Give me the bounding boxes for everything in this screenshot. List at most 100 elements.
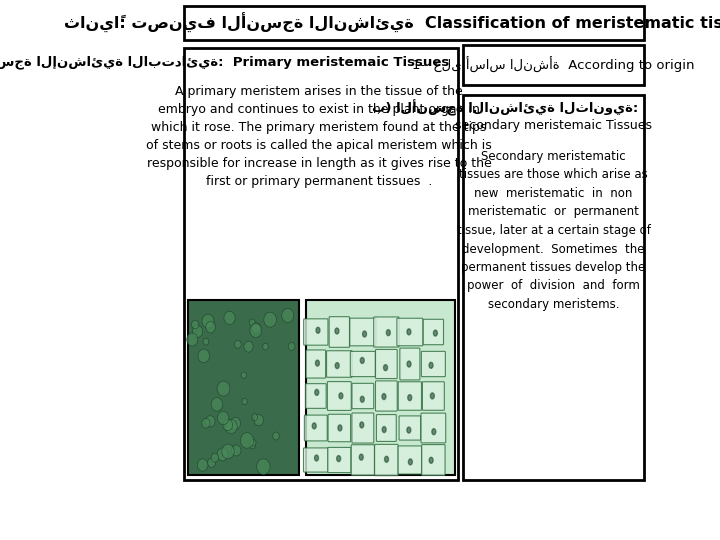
FancyBboxPatch shape	[399, 416, 420, 440]
FancyBboxPatch shape	[351, 445, 374, 475]
FancyBboxPatch shape	[189, 300, 300, 475]
Circle shape	[315, 360, 320, 366]
FancyBboxPatch shape	[398, 382, 421, 410]
FancyBboxPatch shape	[304, 448, 328, 472]
Circle shape	[429, 457, 433, 463]
Circle shape	[360, 357, 364, 363]
FancyBboxPatch shape	[305, 415, 327, 441]
FancyBboxPatch shape	[306, 300, 455, 475]
Ellipse shape	[207, 458, 215, 468]
Circle shape	[387, 329, 390, 336]
FancyBboxPatch shape	[400, 348, 420, 380]
Ellipse shape	[217, 448, 228, 461]
Ellipse shape	[282, 308, 294, 322]
FancyBboxPatch shape	[351, 352, 375, 376]
FancyBboxPatch shape	[463, 95, 644, 480]
Ellipse shape	[202, 418, 210, 428]
Circle shape	[336, 362, 339, 369]
Ellipse shape	[252, 323, 261, 333]
Ellipse shape	[217, 411, 229, 424]
Circle shape	[360, 396, 364, 402]
Text: ثانياً: تصنيف الأنسجة الانشائية  Classification of meristematic tissues: ثانياً: تصنيف الأنسجة الانشائية Classifi…	[63, 13, 720, 33]
Ellipse shape	[244, 341, 253, 352]
Circle shape	[335, 328, 339, 334]
Circle shape	[316, 327, 320, 333]
FancyBboxPatch shape	[329, 316, 349, 347]
FancyBboxPatch shape	[375, 381, 397, 411]
Ellipse shape	[250, 323, 262, 338]
Circle shape	[432, 429, 436, 435]
FancyBboxPatch shape	[374, 444, 398, 476]
Ellipse shape	[224, 311, 235, 325]
Ellipse shape	[205, 416, 215, 427]
Ellipse shape	[206, 321, 215, 333]
Ellipse shape	[249, 319, 255, 326]
FancyBboxPatch shape	[398, 446, 422, 474]
Ellipse shape	[202, 314, 214, 328]
Circle shape	[363, 331, 366, 337]
Ellipse shape	[249, 441, 256, 449]
Ellipse shape	[222, 444, 234, 459]
Circle shape	[315, 455, 318, 461]
FancyBboxPatch shape	[423, 382, 444, 410]
FancyBboxPatch shape	[184, 6, 644, 40]
FancyBboxPatch shape	[184, 48, 458, 480]
Text: secondary meristemaic Tissues: secondary meristemaic Tissues	[455, 118, 652, 132]
FancyBboxPatch shape	[376, 349, 397, 379]
Text: A primary meristem arises in the tissue of the
embryo and continues to exist in : A primary meristem arises in the tissue …	[146, 85, 492, 188]
Circle shape	[337, 456, 341, 462]
Circle shape	[429, 362, 433, 368]
Text: ب) الأنسجة الانشائية الثانوية:: ب) الأنسجة الانشائية الثانوية:	[372, 100, 639, 116]
FancyBboxPatch shape	[374, 317, 399, 347]
Ellipse shape	[242, 399, 247, 404]
Circle shape	[382, 394, 386, 400]
Ellipse shape	[217, 381, 230, 396]
Ellipse shape	[186, 333, 198, 346]
Ellipse shape	[263, 343, 269, 350]
FancyBboxPatch shape	[352, 383, 374, 409]
Circle shape	[431, 393, 434, 399]
Ellipse shape	[192, 326, 202, 338]
FancyBboxPatch shape	[352, 413, 374, 443]
Text: أ) الأنسجة الإنشائية الابتدائية:  Primary meristemaic Tissues: أ) الأنسجة الإنشائية الابتدائية: Primary…	[0, 54, 450, 70]
FancyBboxPatch shape	[328, 382, 351, 410]
Circle shape	[407, 427, 411, 433]
Circle shape	[384, 364, 387, 370]
Text: Secondary meristematic
tissues are those which arise as
new  meristematic  in  n: Secondary meristematic tissues are those…	[456, 150, 650, 311]
Ellipse shape	[254, 415, 264, 426]
Ellipse shape	[288, 342, 295, 350]
Circle shape	[407, 329, 411, 335]
Ellipse shape	[232, 445, 241, 456]
FancyBboxPatch shape	[328, 448, 351, 472]
Ellipse shape	[264, 312, 276, 327]
Circle shape	[315, 389, 319, 395]
Ellipse shape	[240, 433, 253, 448]
Text: 1-  على أساس النشأة  According to origin: 1- على أساس النشأة According to origin	[413, 57, 695, 73]
Ellipse shape	[273, 432, 279, 440]
Circle shape	[408, 395, 412, 401]
Ellipse shape	[198, 349, 210, 363]
FancyBboxPatch shape	[350, 318, 376, 346]
Circle shape	[407, 361, 411, 367]
Ellipse shape	[252, 414, 258, 420]
Circle shape	[433, 330, 437, 336]
FancyBboxPatch shape	[463, 45, 644, 85]
Ellipse shape	[230, 417, 240, 429]
Circle shape	[312, 423, 316, 429]
FancyBboxPatch shape	[377, 415, 396, 441]
Circle shape	[360, 422, 364, 428]
Circle shape	[384, 456, 389, 462]
Ellipse shape	[192, 320, 199, 329]
Ellipse shape	[225, 420, 237, 434]
FancyBboxPatch shape	[304, 319, 328, 345]
Ellipse shape	[203, 338, 209, 345]
Ellipse shape	[257, 459, 270, 475]
FancyBboxPatch shape	[421, 352, 446, 376]
FancyBboxPatch shape	[423, 319, 444, 345]
FancyBboxPatch shape	[327, 350, 352, 377]
Ellipse shape	[211, 453, 219, 462]
Circle shape	[339, 393, 343, 399]
FancyBboxPatch shape	[328, 414, 351, 442]
Circle shape	[382, 427, 386, 433]
Circle shape	[359, 454, 363, 460]
